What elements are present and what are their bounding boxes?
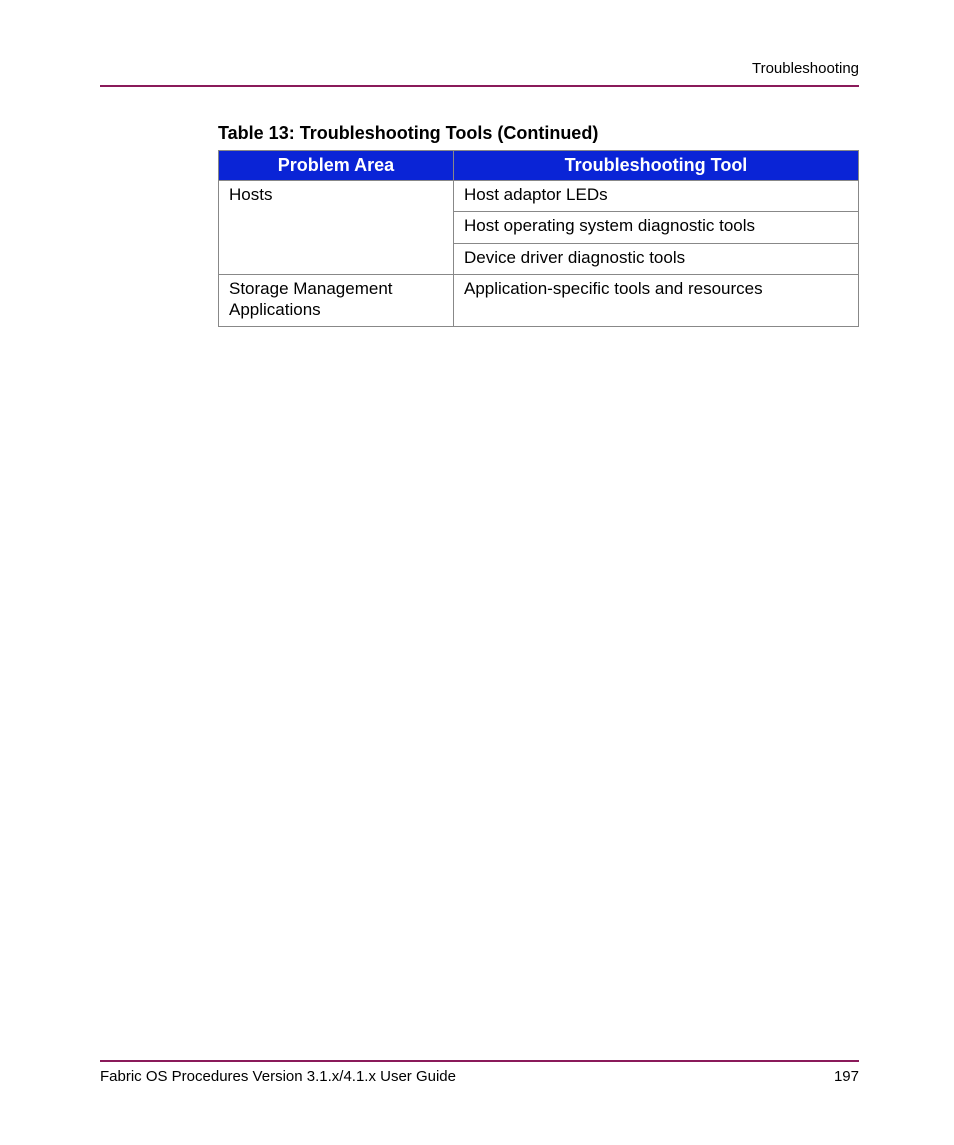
table-container: Problem Area Troubleshooting Tool Hosts … — [218, 150, 859, 327]
cell-problem-area: Hosts — [219, 181, 454, 275]
footer-page-number: 197 — [834, 1068, 859, 1085]
cell-tool: Device driver diagnostic tools — [454, 243, 859, 274]
running-header: Troubleshooting — [100, 60, 859, 85]
cell-tool: Host operating system diagnostic tools — [454, 212, 859, 243]
page-footer: Fabric OS Procedures Version 3.1.x/4.1.x… — [100, 1060, 859, 1085]
section-title: Troubleshooting — [752, 60, 859, 77]
table-caption: Table 13: Troubleshooting Tools (Continu… — [218, 123, 859, 144]
column-header-tool: Troubleshooting Tool — [454, 151, 859, 181]
table-header-row: Problem Area Troubleshooting Tool — [219, 151, 859, 181]
header-rule — [100, 85, 859, 87]
troubleshooting-table: Problem Area Troubleshooting Tool Hosts … — [218, 150, 859, 327]
table-row: Storage Management Applications Applicat… — [219, 275, 859, 327]
footer-row: Fabric OS Procedures Version 3.1.x/4.1.x… — [100, 1068, 859, 1085]
footer-doc-title: Fabric OS Procedures Version 3.1.x/4.1.x… — [100, 1068, 456, 1085]
document-page: Troubleshooting Table 13: Troubleshootin… — [0, 0, 954, 1145]
table-row: Hosts Host adaptor LEDs — [219, 181, 859, 212]
footer-rule — [100, 1060, 859, 1062]
cell-problem-area: Storage Management Applications — [219, 275, 454, 327]
cell-tool: Host adaptor LEDs — [454, 181, 859, 212]
cell-tool: Application-specific tools and resources — [454, 275, 859, 327]
column-header-problem-area: Problem Area — [219, 151, 454, 181]
